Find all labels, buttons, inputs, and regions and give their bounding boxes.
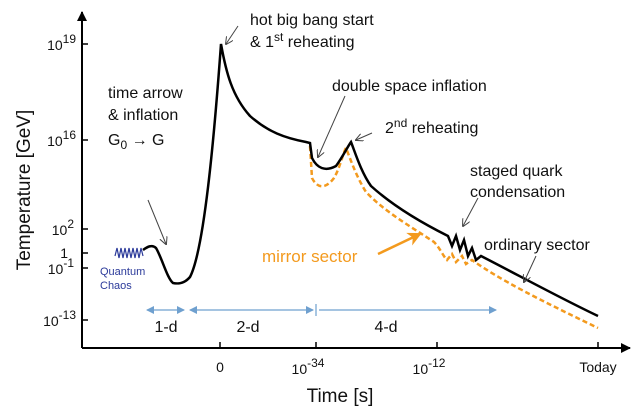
annotation-big-bang-line2: & 1st reheating — [250, 30, 355, 51]
x-axis-label: Time [s] — [307, 386, 374, 407]
x-tick-label-today: Today — [579, 359, 616, 375]
y-tick-label-minus1: 10-1 — [48, 256, 75, 277]
y-tick-label-minus13: 10-13 — [43, 308, 76, 329]
y-tick-label-16: 1016 — [47, 128, 76, 149]
mirror-sector-curve — [308, 145, 599, 330]
x-tick-marks — [219, 342, 599, 348]
annotation-staged-line1: staged quark — [470, 163, 564, 180]
x-tick-label-minus12: 10-12 — [413, 356, 446, 377]
pointer-double-space — [318, 95, 346, 157]
y-axis-label: Temperature [GeV] — [14, 110, 35, 271]
x-tick-label-minus34: 10-34 — [292, 356, 325, 377]
pointer-staged — [463, 197, 479, 226]
y-tick-marks — [82, 43, 88, 321]
annotation-time-arrow-line3: G0 → G — [108, 132, 164, 152]
y-tick-label-1: 1 — [60, 245, 68, 261]
annotation-staged-line2: condensation — [470, 184, 565, 201]
stage-label-4d: 4-d — [374, 319, 397, 336]
annotation-reheating2: 2nd reheating — [385, 116, 478, 137]
ordinary-sector-curve — [142, 43, 599, 318]
pointer-ordinary — [524, 255, 537, 282]
quantum-chaos-wave — [114, 247, 144, 259]
annotation-big-bang-line1: hot big bang start — [250, 12, 374, 29]
y-tick-label-2: 102 — [52, 217, 75, 238]
y-tick-label-19: 1019 — [47, 32, 76, 53]
stage-label-1d: 1-d — [154, 319, 177, 336]
pointer-reheating2 — [356, 132, 373, 140]
x-tick-label-zero: 0 — [216, 359, 224, 375]
annotation-quantum-line2: Chaos — [100, 280, 132, 292]
annotation-time-arrow-line1: time arrow — [108, 85, 183, 102]
annotation-ordinary-sector: ordinary sector — [484, 237, 590, 254]
annotation-double-space: double space inflation — [332, 78, 487, 95]
annotation-time-arrow-line2: & inflation — [108, 107, 178, 124]
annotation-quantum-line1: Quantum — [100, 266, 145, 278]
pointer-time-arrow — [147, 199, 166, 244]
annotation-mirror-sector: mirror sector — [262, 247, 358, 266]
pointer-big-bang — [226, 25, 239, 44]
stage-label-2d: 2-d — [236, 319, 259, 336]
mirror-sector-arrow — [377, 232, 422, 256]
